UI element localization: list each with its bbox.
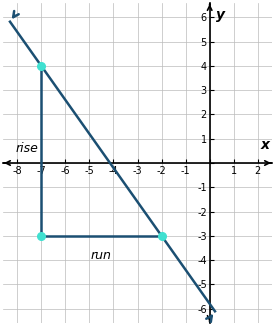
Text: run: run bbox=[91, 249, 112, 262]
Text: y: y bbox=[216, 7, 225, 22]
Text: rise: rise bbox=[16, 142, 39, 155]
Text: x: x bbox=[261, 138, 270, 152]
